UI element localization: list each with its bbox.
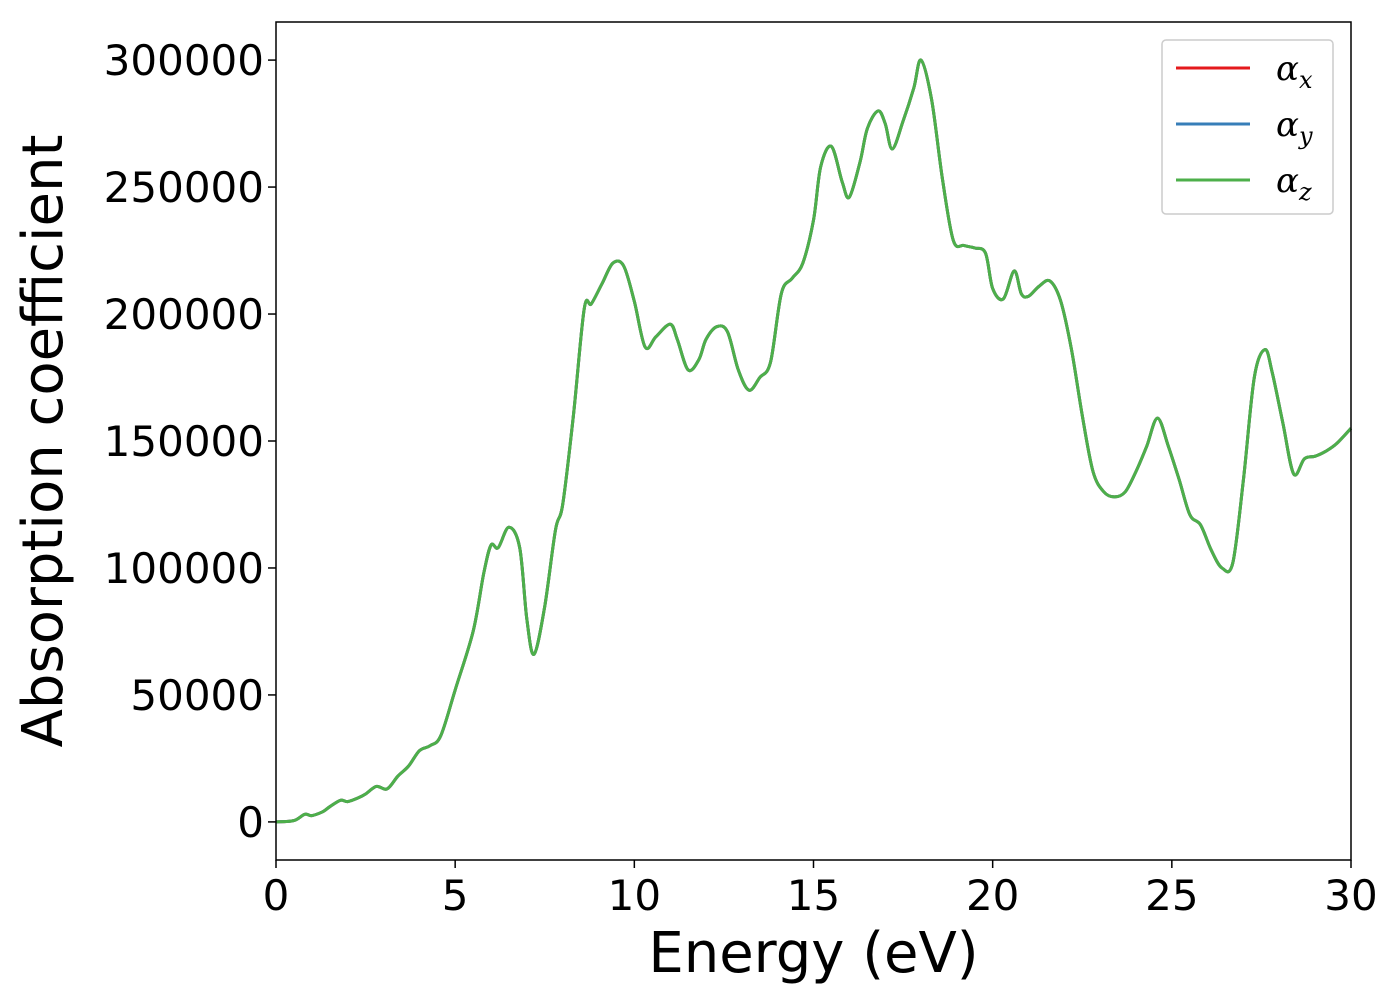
x-axis-label: Energy (eV) xyxy=(648,921,978,986)
x-tick-label: 25 xyxy=(1145,871,1198,920)
y-axis-label: Absorption coefficient xyxy=(11,135,76,748)
legend-subscript: x xyxy=(1299,66,1313,94)
legend-label-z: αz xyxy=(1276,161,1312,206)
legend-symbol: α xyxy=(1276,105,1299,145)
x-tick-label: 15 xyxy=(787,871,840,920)
legend-symbol: α xyxy=(1276,161,1299,201)
y-axis-ticks: 0 50000 100000 150000 200000 250000 300000 xyxy=(104,36,276,847)
x-tick-label: 30 xyxy=(1324,871,1377,920)
x-tick-label: 10 xyxy=(608,871,661,920)
y-tick-label: 300000 xyxy=(104,36,264,85)
series-line-z xyxy=(275,58,1353,824)
legend-label-y: αy xyxy=(1276,105,1313,150)
y-tick-label: 100000 xyxy=(104,544,264,593)
y-tick-label: 200000 xyxy=(104,290,264,339)
legend-box xyxy=(1161,39,1334,215)
x-axis-ticks: 0 5 10 15 20 25 30 xyxy=(263,860,1378,920)
y-tick-label: 150000 xyxy=(104,417,264,466)
legend-subscript: z xyxy=(1298,178,1312,206)
x-tick-label: 5 xyxy=(442,871,469,920)
x-tick-label: 20 xyxy=(966,871,1019,920)
series-layer xyxy=(275,58,1353,824)
y-tick-label: 0 xyxy=(237,798,264,847)
legend-symbol: α xyxy=(1276,49,1299,89)
y-tick-label: 250000 xyxy=(104,163,264,212)
y-tick-label: 50000 xyxy=(130,671,264,720)
legend-subscript: y xyxy=(1298,122,1313,150)
legend-label-x: αx xyxy=(1276,49,1313,94)
x-tick-label: 0 xyxy=(263,871,290,920)
